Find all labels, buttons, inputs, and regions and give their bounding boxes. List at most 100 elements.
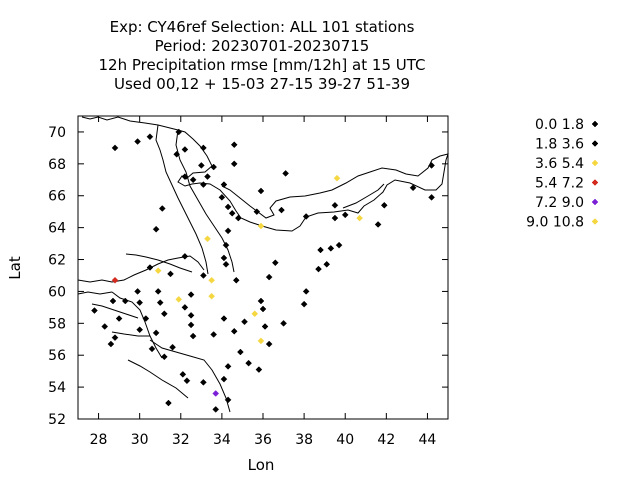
data-point: [222, 260, 230, 268]
y-axis-label: Lat: [6, 256, 24, 280]
data-point: [109, 297, 117, 305]
data-point: [146, 264, 154, 271]
data-point: [331, 214, 339, 222]
legend-marker: [591, 120, 599, 128]
data-point: [315, 265, 322, 273]
data-point: [187, 311, 195, 319]
data-point: [230, 327, 238, 335]
legend: 0.0 1.8 1.8 3.6 3.6 5.4 5.4 7.2 7.2 9.0 9.0 1…: [526, 117, 599, 231]
title-line: Exp: CY46ref Selection: ALL 101 stations: [110, 18, 415, 36]
data-point: [323, 260, 331, 268]
y-tick-label: 70: [48, 125, 66, 141]
data-point: [208, 292, 215, 300]
data-point: [146, 133, 154, 141]
data-point: [220, 181, 228, 188]
data-point: [245, 359, 252, 367]
data-point: [187, 321, 195, 329]
data-point: [428, 193, 435, 201]
data-point: [181, 252, 189, 260]
data-point: [200, 181, 207, 188]
chart-title: Exp: CY46ref Selection: ALL 101 stations…: [99, 18, 426, 93]
data-point: [181, 173, 189, 180]
data-point: [300, 300, 308, 308]
data-point: [173, 150, 181, 158]
data-point: [265, 273, 273, 281]
data-point: [175, 128, 183, 136]
data-point: [257, 337, 265, 345]
data-point: [232, 276, 240, 284]
data-point: [189, 176, 197, 184]
y-tick-label: 58: [48, 316, 66, 332]
data-point: [222, 241, 230, 249]
x-tick-label: 30: [131, 432, 149, 448]
data-point: [302, 288, 310, 295]
data-point: [224, 203, 232, 211]
data-point: [335, 241, 343, 249]
data-point: [230, 141, 238, 149]
data-point: [409, 184, 417, 192]
y-tick-label: 64: [48, 221, 66, 237]
data-point: [169, 343, 176, 351]
legend-marker: [591, 179, 599, 186]
data-point: [136, 299, 144, 306]
y-tick-label: 62: [48, 253, 66, 269]
data-point: [136, 326, 144, 334]
y-axis: 52 54 56 58 60 62 64 66 68 70: [48, 125, 448, 428]
data-point: [212, 390, 220, 397]
data-point: [220, 315, 228, 322]
data-point: [204, 173, 211, 180]
data-point: [265, 340, 273, 348]
data-point: [237, 348, 244, 356]
data-point: [218, 193, 226, 201]
data-point: [302, 213, 310, 220]
data-point: [189, 332, 197, 340]
data-point: [282, 170, 289, 177]
data-point: [224, 363, 232, 370]
data-point: [200, 272, 207, 279]
data-point: [181, 146, 189, 153]
data-point: [234, 214, 242, 222]
data-points: [91, 128, 435, 413]
data-point: [111, 144, 119, 152]
data-point: [341, 211, 349, 219]
y-tick-label: 54: [48, 380, 66, 396]
data-point: [107, 340, 115, 348]
data-point: [220, 375, 228, 383]
x-tick-label: 42: [377, 432, 395, 448]
data-point: [175, 296, 183, 303]
legend-entry-label: 1.8 3.6: [535, 137, 584, 153]
legend-marker: [591, 140, 599, 147]
data-point: [241, 318, 248, 326]
data-point: [380, 201, 388, 209]
data-point: [187, 291, 195, 298]
data-point: [212, 406, 220, 413]
data-point: [257, 222, 265, 230]
x-tick-label: 44: [419, 432, 437, 448]
data-point: [165, 399, 172, 407]
data-point: [278, 206, 285, 214]
x-tick-label: 40: [336, 432, 354, 448]
data-point: [356, 214, 363, 222]
data-point: [183, 377, 191, 385]
legend-entry-label: 9.0 10.8: [526, 215, 584, 231]
data-point: [134, 138, 141, 145]
legend-marker: [591, 198, 599, 206]
data-point: [280, 319, 287, 327]
data-point: [142, 315, 150, 322]
x-tick-label: 32: [172, 432, 190, 448]
data-point: [121, 297, 129, 305]
data-point: [228, 209, 236, 217]
data-point: [148, 345, 156, 353]
map-outline: [77, 116, 449, 413]
legend-entry-label: 5.4 7.2: [535, 176, 584, 192]
data-point: [167, 270, 174, 278]
y-tick-label: 66: [48, 189, 66, 205]
data-point: [156, 299, 164, 306]
x-axis: 28 30 32 34 36 38 40 42 44: [90, 116, 437, 448]
x-tick-label: 38: [295, 432, 313, 448]
data-point: [230, 160, 238, 168]
data-point: [179, 370, 187, 378]
data-point: [271, 259, 279, 267]
data-point: [154, 267, 162, 275]
